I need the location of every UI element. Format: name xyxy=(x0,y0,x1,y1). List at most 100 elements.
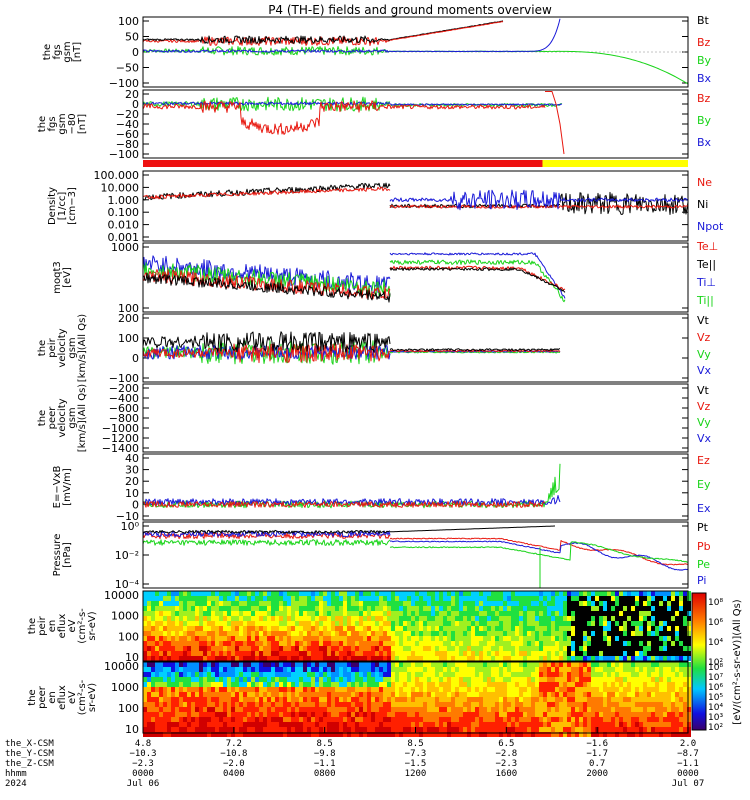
Bt-line xyxy=(142,35,391,44)
legend-entry: Bz xyxy=(697,36,711,49)
y-label-line: Density xyxy=(47,187,58,225)
legend: Te⊥ Te|| Ti⊥ Ti|| xyxy=(696,240,718,307)
y-tick-label: 10 xyxy=(125,723,139,736)
y-label-line: [eV] xyxy=(62,267,73,288)
y-tick-label: 10000 xyxy=(104,589,139,602)
Bz-line xyxy=(142,100,391,135)
y-axis-label: E=−VxB [mV/m] xyxy=(52,466,73,509)
Bz-line xyxy=(389,104,546,110)
y-tick-label: 1000 xyxy=(111,681,139,694)
y-label-line: en xyxy=(47,691,58,704)
y-label-line: gsm xyxy=(62,41,73,62)
panel-frame xyxy=(142,590,689,662)
Pe-line xyxy=(389,541,689,563)
y-tick-label: −200 xyxy=(109,382,139,395)
y-label-line: peer xyxy=(47,406,58,430)
legend-entry: Ey xyxy=(697,478,711,491)
legend: Ne Ni Npot xyxy=(697,176,724,233)
y-label-line: [km/s](All Qs) xyxy=(77,384,88,452)
panel-frame xyxy=(142,453,689,521)
panel-peer_velocity: −200−400−600−800−1000−1200−1400 the peer ve… xyxy=(37,382,712,455)
colorbar-tick: 10⁴ xyxy=(708,703,723,713)
panel-fgs: 100 50 0 −50 −100 the fgs gsm [nT] Bt Bz By Bx xyxy=(42,14,712,90)
y-label-line: the xyxy=(42,44,53,60)
y-tick-labels: 100 50 0 −50 −100 xyxy=(109,15,688,90)
y-tick-label: 10 xyxy=(125,487,139,500)
panel-frame xyxy=(142,383,689,453)
y-label-line: en xyxy=(47,620,58,633)
colorbar-tick: 10⁵ xyxy=(708,693,723,703)
x-tick-value: −1.5 xyxy=(405,759,427,769)
legend-entry: Te⊥ xyxy=(696,240,718,253)
Ey-line xyxy=(544,463,561,505)
y-tick-label: 10000 xyxy=(104,660,139,673)
panel-frame xyxy=(142,89,689,159)
y-tick-label: −400 xyxy=(109,392,139,405)
y-tick-label: 10.000 xyxy=(101,181,140,194)
Ey-line xyxy=(142,500,546,509)
y-label-line: [mV/m] xyxy=(62,468,73,506)
x-axis: the_X-CSMthe_Y-CSMthe_Z-CSMhhmm20244.8−1… xyxy=(5,727,704,789)
x-tick-value: 0400 xyxy=(223,769,245,779)
y-label-line: [nT] xyxy=(77,114,88,134)
y-tick-label: 10⁻⁴ xyxy=(115,578,140,591)
x-tick-value: 0.7 xyxy=(589,759,605,769)
Bt-line xyxy=(389,20,504,41)
x-tick-value: 1200 xyxy=(405,769,427,779)
legend-entry: Pe xyxy=(697,558,710,571)
Te-par-line xyxy=(142,272,391,303)
colorbar-tick: 10² xyxy=(708,723,723,733)
y-axis-label: moqt3 [eV] xyxy=(52,261,73,294)
x-tick-value: 1600 xyxy=(495,769,517,779)
y-label-line: velocity xyxy=(57,328,68,367)
colorbar-tick: 10⁷ xyxy=(708,673,723,683)
y-tick-labels: 1000 100 xyxy=(111,241,688,315)
y-tick-label: 0 xyxy=(132,46,139,59)
Vt-line xyxy=(389,348,561,352)
x-tick-value: −1.1 xyxy=(314,759,336,769)
x-tick-value: −10.8 xyxy=(220,749,247,759)
Ne-line xyxy=(389,204,689,209)
colorbar-tick: 10⁸ xyxy=(708,598,723,608)
y-tick-label: 0.001 xyxy=(108,231,140,244)
y-tick-label: −800 xyxy=(109,412,139,425)
legend-entry: Vx xyxy=(697,364,712,377)
y-label-line: Pressure xyxy=(52,534,63,577)
y-axis-label: Density [1/cc] [cm−3] xyxy=(47,187,78,225)
Ti-perp-line xyxy=(389,252,566,299)
y-axis-label: the fgs gsm [nT] xyxy=(42,41,83,62)
legend-entry: Vt xyxy=(697,384,710,397)
legend-entry: Ti⊥ xyxy=(696,276,716,289)
y-tick-label: 200 xyxy=(118,312,139,325)
colorbar-label: [eV/(cm²-s-sr-eV)](All Qs) xyxy=(732,599,743,724)
y-label-line: eV xyxy=(67,691,78,704)
panel-frame xyxy=(142,313,689,383)
y-label-line: [nPa] xyxy=(62,542,73,568)
Pt-line xyxy=(390,525,555,533)
y-tick-label: −50 xyxy=(116,62,139,75)
y-label-line: gsm xyxy=(67,337,78,358)
Te-par-line xyxy=(389,267,566,293)
y-tick-label: −1200 xyxy=(102,432,139,445)
x-tick-value: −1.7 xyxy=(586,749,608,759)
y-tick-label: 10⁰ xyxy=(121,520,140,533)
legend-entry: Ne xyxy=(697,176,712,189)
panel-frame xyxy=(142,242,689,313)
spectrogram-cells xyxy=(143,662,691,737)
mode-bar-segment xyxy=(143,160,543,167)
legend-entry: Vz xyxy=(697,331,711,344)
colorbar-tick: 10⁶ xyxy=(708,618,723,628)
y-tick-labels: 10000 1000 100 10 xyxy=(104,589,688,664)
y-tick-label: 0.100 xyxy=(108,206,140,219)
x-tick-value: 6.5 xyxy=(498,739,514,749)
legend-entry: Ni xyxy=(697,198,708,211)
y-tick-label: 100 xyxy=(118,15,139,28)
Bx-line xyxy=(142,49,391,53)
y-tick-label: 30 xyxy=(125,464,139,477)
y-label-line: the xyxy=(27,618,38,634)
y-tick-label: 20 xyxy=(125,88,139,101)
y-axis-label: the peer velocity gsm [km/s](All Qs) xyxy=(37,384,88,452)
